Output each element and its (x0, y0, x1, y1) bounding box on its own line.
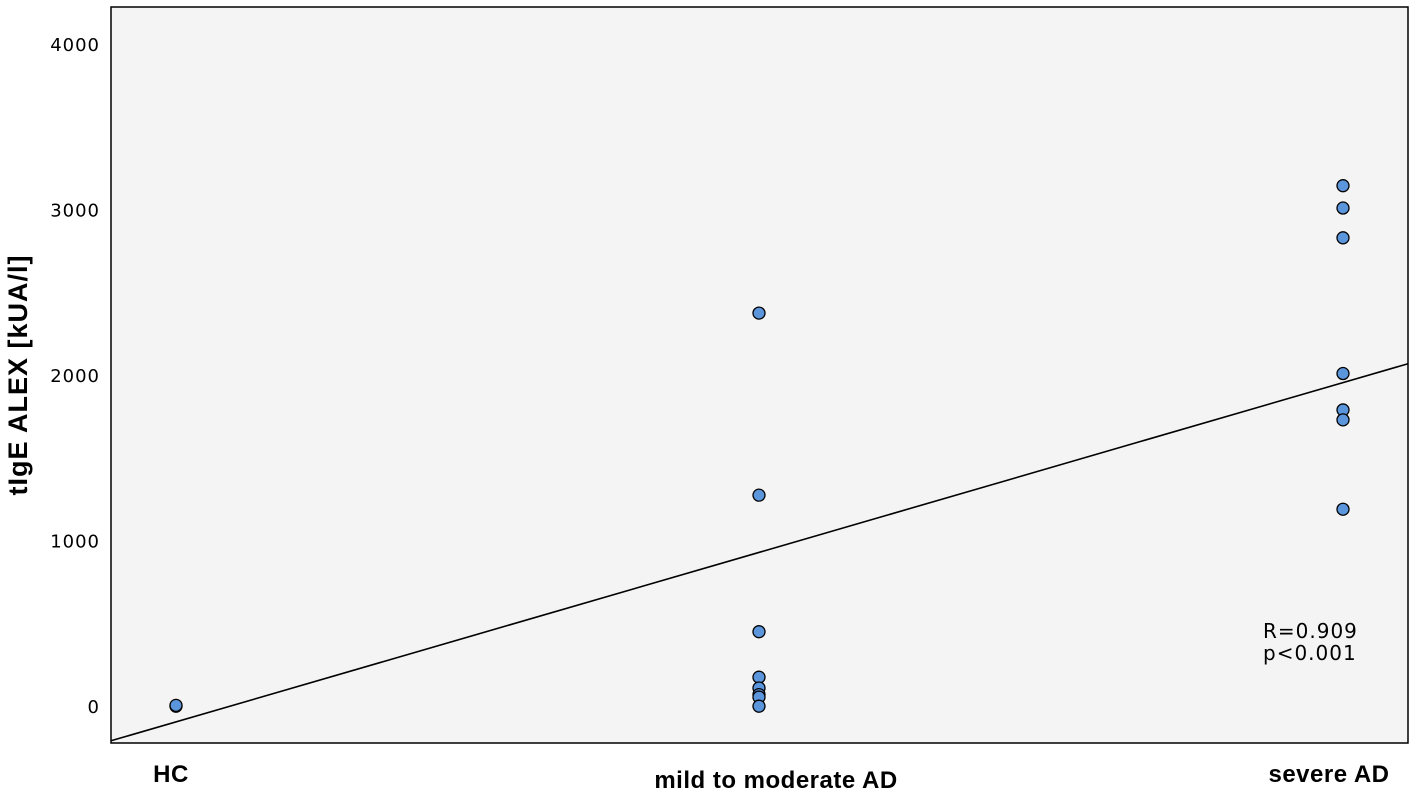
data-point (1336, 366, 1350, 381)
y-tick-label: 4000 (50, 35, 100, 56)
data-point (1336, 179, 1350, 193)
x-category-label: severe AD (1268, 761, 1389, 788)
y-tick-label: 2000 (50, 366, 100, 387)
y-axis-ticks: 0 1000 2000 3000 4000 (50, 35, 100, 718)
regression-line (110, 362, 1409, 742)
y-tick-label: 1000 (50, 532, 100, 553)
y-tick-label: 3000 (50, 201, 100, 222)
y-tick-label: 0 (88, 697, 100, 718)
data-point (752, 625, 766, 639)
data-point (752, 306, 766, 320)
y-axis-title: tIgE ALEX [kUA/l] (3, 254, 33, 495)
data-point (169, 698, 183, 712)
plot-area (110, 6, 1409, 744)
data-point (752, 699, 766, 713)
data-point (1336, 502, 1350, 516)
data-point (752, 488, 766, 502)
data-point (1336, 231, 1350, 245)
stat-annotation: R=0.909 (1263, 619, 1358, 643)
data-points (169, 179, 1350, 713)
data-point (1336, 201, 1350, 215)
x-axis-categories: HC mild to moderate AD severe AD (153, 761, 1389, 794)
data-point (1336, 413, 1350, 427)
x-category-label: HC (153, 761, 189, 788)
x-category-label: mild to moderate AD (654, 767, 897, 794)
stat-annotation: p<0.001 (1263, 641, 1357, 665)
